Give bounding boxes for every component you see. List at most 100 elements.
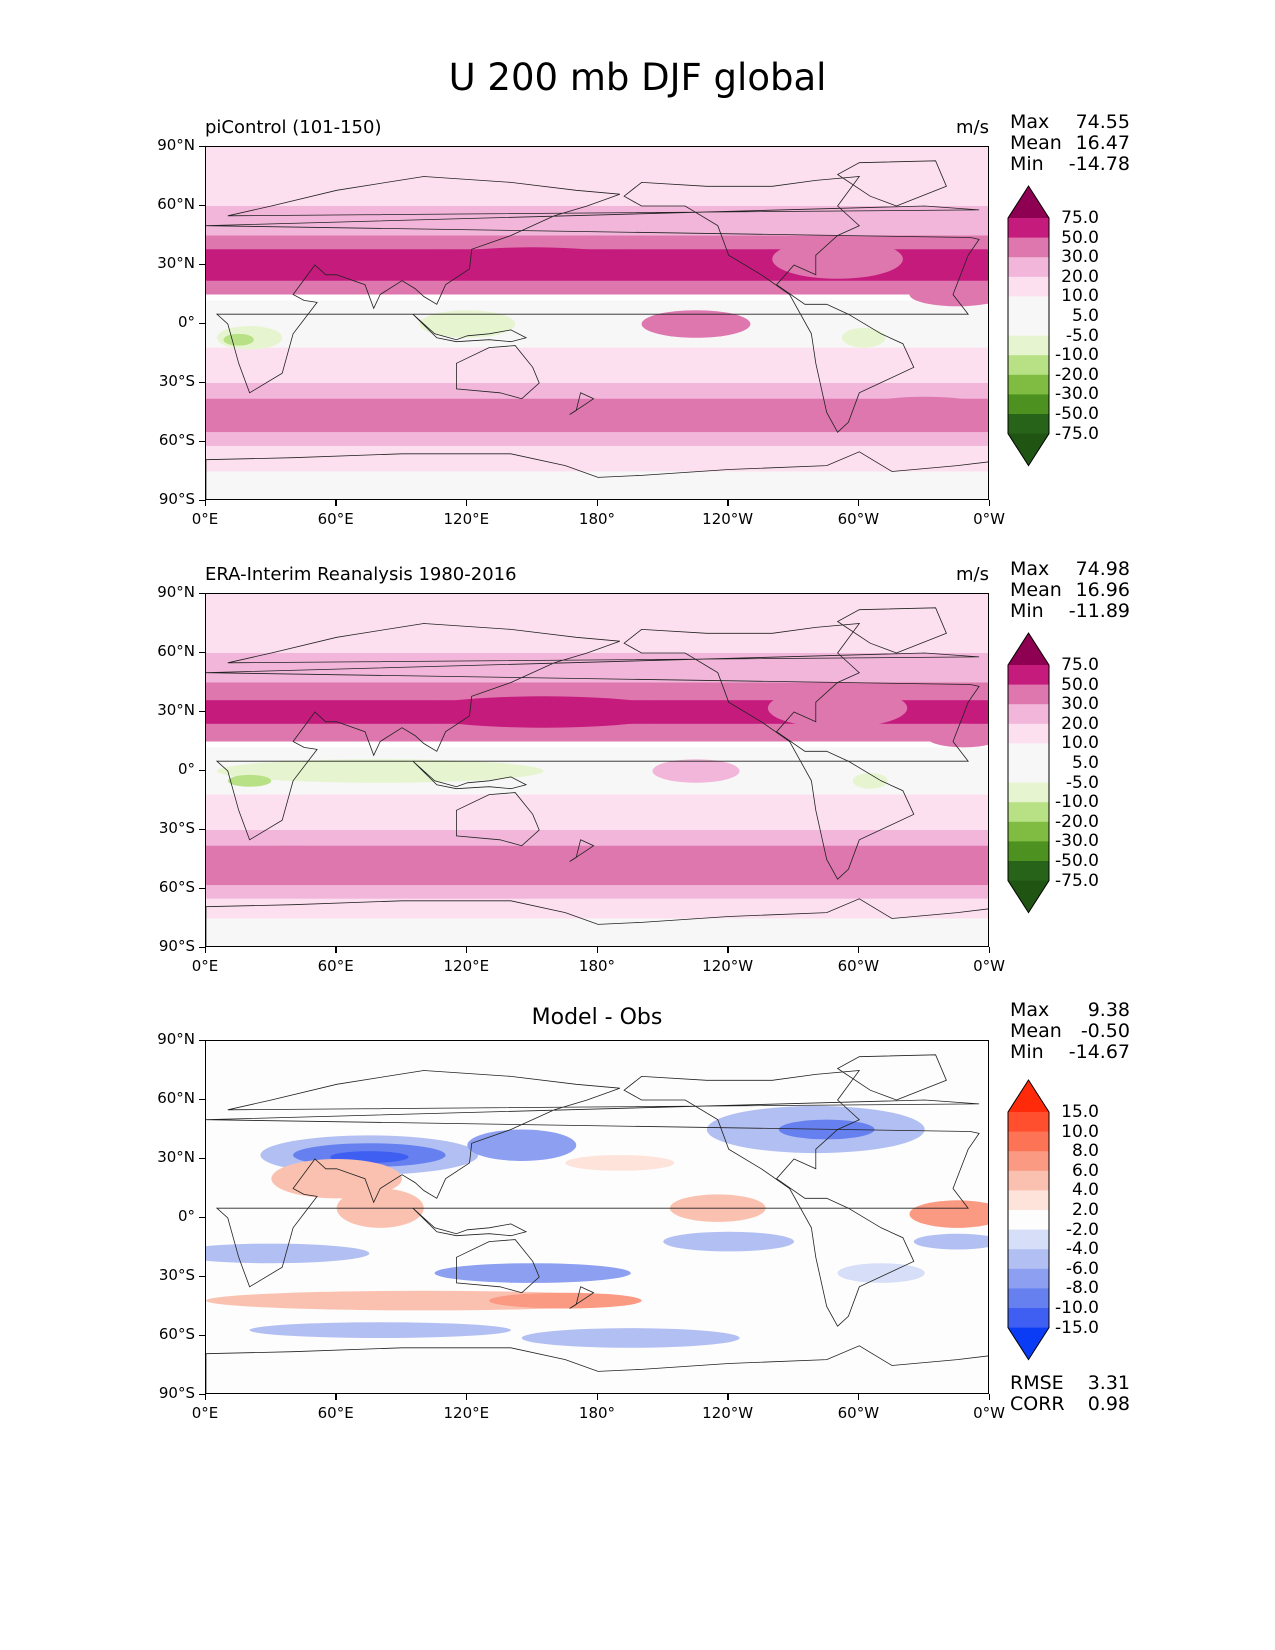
x-tick-label: 180° <box>578 510 616 528</box>
y-tick-label: 30°N <box>157 1148 195 1166</box>
y-tick-mark <box>199 1098 205 1100</box>
colorbar-level-label: 20.0 <box>1061 266 1099 287</box>
stat-min-value: -11.89 <box>1068 600 1130 622</box>
colorbar-segment <box>1008 704 1049 725</box>
contour-blob <box>909 282 988 307</box>
coastline <box>836 1054 947 1101</box>
coastline <box>206 451 988 499</box>
colorbar <box>1007 185 1050 467</box>
y-tick-mark <box>199 1157 205 1159</box>
y-tick-mark <box>199 1393 205 1395</box>
colorbar-extend-bottom <box>1008 433 1049 466</box>
y-tick-label: 60°N <box>157 1089 195 1107</box>
stat-min-value: -14.78 <box>1068 153 1130 175</box>
coastline <box>206 898 988 946</box>
y-tick-label: 0° <box>177 313 195 331</box>
y-tick-label: 60°N <box>157 642 195 660</box>
x-tick-mark <box>465 1394 468 1400</box>
x-tick-mark <box>465 947 468 953</box>
colorbar-level-label: 75.0 <box>1061 655 1099 675</box>
x-tick-mark <box>596 1394 598 1400</box>
panel-title: ERA-Interim Reanalysis 1980-2016 <box>205 564 517 585</box>
y-tick-mark <box>199 1216 205 1218</box>
colorbar-level-label: -4.0 <box>1065 1239 1099 1260</box>
x-tick-label: 180° <box>578 1404 616 1422</box>
colorbar-segment <box>1008 1288 1049 1309</box>
x-tick-mark <box>988 947 990 953</box>
contour-band <box>206 445 988 472</box>
contour-blob <box>434 1263 631 1283</box>
colorbar-level-label: -10.0 <box>1055 792 1099 813</box>
colorbar-segment <box>1008 1210 1049 1231</box>
stat-max-value: 74.98 <box>1075 558 1130 580</box>
colorbar-segment <box>1008 218 1049 239</box>
x-tick-mark <box>204 947 206 953</box>
x-tick-label: 60°W <box>837 1404 880 1422</box>
colorbar-segment <box>1008 1112 1049 1133</box>
colorbar-segment <box>1008 723 1049 744</box>
x-tick-mark <box>857 500 860 506</box>
contour-band <box>206 594 988 653</box>
y-tick-label: 90°N <box>157 1030 195 1048</box>
colorbar-segment <box>1008 1190 1049 1211</box>
colorbar-segment <box>1008 316 1049 337</box>
contour-band <box>206 471 988 499</box>
units-label: m/s <box>956 564 989 585</box>
y-tick-label: 60°S <box>158 1325 195 1343</box>
stat-min-value: -14.67 <box>1068 1041 1130 1063</box>
y-tick-mark <box>199 769 205 771</box>
contour-blob <box>924 723 988 748</box>
colorbar-level-label: -15.0 <box>1055 1317 1099 1338</box>
colorbar-segment <box>1008 782 1049 803</box>
x-tick-label: 0°W <box>973 510 1005 528</box>
colorbar-level-label: -50.0 <box>1055 404 1099 424</box>
stat-min-label: Min <box>1010 1041 1044 1063</box>
stat-max-value: 9.38 <box>1087 999 1130 1021</box>
x-tick-label: 120°W <box>702 957 754 975</box>
contour-blob <box>874 849 988 874</box>
colorbar-level-label: 8.0 <box>1071 1141 1099 1162</box>
colorbar-level-label: 10.0 <box>1061 1121 1099 1142</box>
contour-blob <box>521 1328 740 1348</box>
colorbar-level-label: 10.0 <box>1061 733 1099 754</box>
coastline <box>569 839 595 862</box>
rmse-label: RMSE <box>1010 1372 1064 1394</box>
colorbar-extend-top <box>1008 1080 1049 1112</box>
coastline <box>412 1207 528 1237</box>
colorbar-level-label: 5.0 <box>1071 753 1099 773</box>
coastline <box>623 176 915 433</box>
colorbar-segment <box>1008 665 1049 686</box>
x-tick-label: 60°E <box>317 1404 354 1422</box>
map-panel <box>205 1040 989 1394</box>
x-tick-mark <box>335 947 337 953</box>
x-tick-mark <box>727 1394 729 1400</box>
contour-blob <box>223 333 254 346</box>
y-tick-mark <box>199 204 205 206</box>
x-tick-mark <box>988 500 990 506</box>
stat-mean-value: -0.50 <box>1080 1020 1130 1042</box>
colorbar-segment <box>1008 1308 1049 1329</box>
colorbar-segment <box>1008 861 1049 882</box>
y-tick-mark <box>199 592 205 594</box>
x-tick-label: 60°E <box>317 510 354 528</box>
colorbar-segment <box>1008 743 1049 764</box>
contour-blob <box>206 1243 370 1264</box>
x-tick-mark <box>988 1394 990 1400</box>
y-tick-label: 60°N <box>157 195 195 213</box>
y-tick-label: 60°S <box>158 431 195 449</box>
rmse-value: 3.31 <box>1087 1372 1130 1394</box>
coastline <box>623 623 915 880</box>
contour-blob <box>489 1292 642 1309</box>
y-tick-mark <box>199 322 205 324</box>
colorbar-segment <box>1008 1170 1049 1191</box>
y-tick-label: 90°S <box>158 490 195 508</box>
y-tick-label: 90°N <box>157 136 195 154</box>
stat-min-label: Min <box>1010 153 1044 175</box>
colorbar-segment <box>1008 237 1049 258</box>
y-tick-mark <box>199 946 205 948</box>
coastline <box>623 1070 915 1327</box>
colorbar-segment <box>1008 374 1049 395</box>
contour-blob <box>206 845 392 878</box>
colorbar-segment <box>1008 821 1049 842</box>
contour-band <box>206 147 988 206</box>
